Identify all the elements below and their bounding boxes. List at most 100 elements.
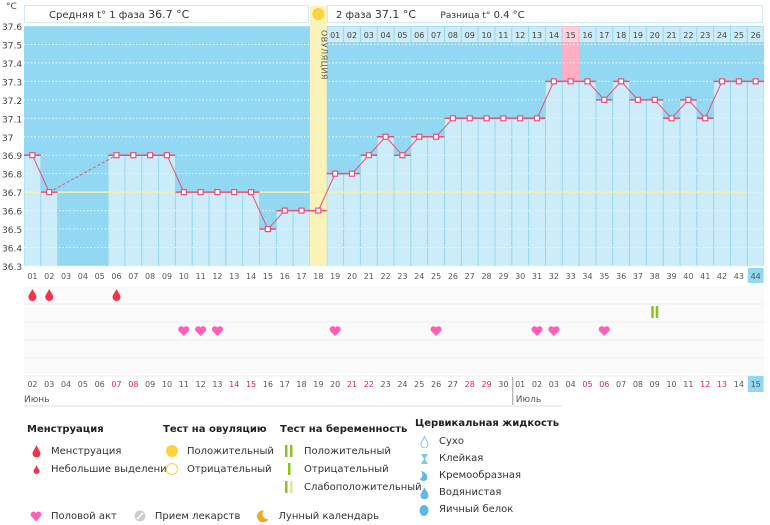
legend-item: Водянистая xyxy=(439,487,502,498)
temperature-line xyxy=(704,81,723,119)
calendar-date: 28 xyxy=(465,380,475,389)
cycle-day-label: 16 xyxy=(280,272,290,281)
y-tick-label: 37 xyxy=(2,134,13,144)
calendar-date: 26 xyxy=(431,380,441,389)
calendar-date: 14 xyxy=(229,380,239,389)
calendar-date: 25 xyxy=(414,380,424,389)
phase2-day-label: 01 xyxy=(330,31,340,40)
temperature-bar xyxy=(680,99,697,266)
cycle-day-label: 15 xyxy=(263,272,273,281)
legend-item: Прием лекарств xyxy=(154,510,241,522)
calendar-date: 12 xyxy=(700,380,710,389)
cycle-day-label: 23 xyxy=(397,272,407,281)
heart-icon xyxy=(27,511,45,522)
cycle-day-label: 18 xyxy=(313,272,323,281)
legend-other: Половой акт Прием лекарств Лунный календ… xyxy=(27,507,379,525)
y-tick-label: 36.8 xyxy=(2,171,22,181)
sticky-icon xyxy=(415,453,433,465)
y-tick-label: 36.6 xyxy=(2,208,22,218)
temperature-point xyxy=(517,115,524,122)
legend-item: Половой акт xyxy=(51,510,117,522)
phase2-day-label: 14 xyxy=(549,31,559,40)
cycle-day-label: 31 xyxy=(532,272,542,281)
temperature-point xyxy=(197,189,204,196)
calendar-date: 10 xyxy=(666,380,676,389)
cycle-day-label: 28 xyxy=(481,272,491,281)
month-label: Июнь xyxy=(24,395,50,405)
cycle-day-label: 11 xyxy=(196,272,206,281)
phase2-day-cell xyxy=(663,27,680,42)
cycle-day-label: 35 xyxy=(599,272,609,281)
temperature-chart: 37.6 37.5 37.4 37.3 37.2 37.1 37 36.9 36.8 36.7 36… xyxy=(2,2,765,407)
calendar-date: 27 xyxy=(448,380,458,389)
calendar-date: 08 xyxy=(128,380,138,389)
legend-item: Менструация xyxy=(51,445,122,457)
calendar-date: 03 xyxy=(549,380,559,389)
phase2-day-label: 22 xyxy=(683,31,693,40)
phase2-day-cell xyxy=(579,27,596,42)
calendar-date: 22 xyxy=(364,380,374,389)
legend-menstruation: Менструация Менструация Небольшие выделе… xyxy=(27,424,173,478)
temperature-point xyxy=(348,170,356,177)
temperature-point xyxy=(264,225,271,233)
sun-outline-icon xyxy=(163,462,181,476)
phase2-day-cell xyxy=(445,27,461,42)
y-tick-label: 37.2 xyxy=(2,97,22,107)
temperature-point xyxy=(281,207,288,214)
cycle-day-label: 02 xyxy=(44,272,54,281)
cycle-day-label: 36 xyxy=(616,272,626,281)
temperature-bar xyxy=(596,99,613,266)
phase2-day-cell xyxy=(529,27,545,42)
cycle-day-label: 24 xyxy=(414,272,424,281)
month-label: Июль xyxy=(516,395,541,405)
calendar-date: 17 xyxy=(280,380,290,389)
legend-title: Тест на беременность xyxy=(280,424,408,435)
legend-title: Тест на овуляцию xyxy=(163,424,267,435)
cycle-day-label: 42 xyxy=(717,272,727,281)
calendar-date: 11 xyxy=(683,380,693,389)
phase2-day-cell xyxy=(495,27,512,42)
temperature-point xyxy=(618,78,625,85)
legend-pregnancy-test: Тест на беременность Положительный Отриц… xyxy=(280,424,422,496)
phase2-day-cell xyxy=(461,27,478,42)
temperature-point xyxy=(298,207,305,214)
temperature-bar xyxy=(714,81,730,266)
y-tick-label: 36.7 xyxy=(2,189,22,199)
temperature-bar xyxy=(360,155,377,266)
phase2-day-label: 26 xyxy=(751,31,761,40)
phase2-day-cell xyxy=(562,27,579,42)
phase2-day-cell xyxy=(646,27,663,42)
diff-label: Разница t° xyxy=(440,11,491,21)
y-tick-label: 37.4 xyxy=(2,60,22,70)
cycle-day-label: 25 xyxy=(431,272,441,281)
cycle-day-label: 14 xyxy=(246,272,256,281)
legend-item: Клейкая xyxy=(439,453,484,464)
phase2-day-label: 07 xyxy=(431,31,441,40)
cycle-day-label: 32 xyxy=(549,272,559,281)
intercourse-heart-icon xyxy=(329,326,341,336)
temperature-point xyxy=(147,152,154,159)
calendar-date: 18 xyxy=(296,380,306,389)
calendar-date: 11 xyxy=(179,380,189,389)
temperature-bar xyxy=(293,210,310,266)
calendar-date: 06 xyxy=(95,380,105,389)
temperature-bar xyxy=(428,136,444,266)
calendar-date: 19 xyxy=(313,380,323,389)
cycle-day-label: 06 xyxy=(111,272,121,281)
phase2-day-label: 08 xyxy=(448,31,458,40)
phase2-day-label: 17 xyxy=(599,31,609,40)
cycle-day-label: 22 xyxy=(381,272,391,281)
temperature-point xyxy=(718,78,726,85)
temperature-point xyxy=(416,133,423,140)
temperature-point xyxy=(432,133,440,140)
phase2-day-label: 02 xyxy=(347,31,357,40)
phase2-day-cell xyxy=(344,27,360,42)
temperature-bar xyxy=(411,136,428,266)
phase2-value: 37.1 °C xyxy=(374,8,417,21)
phase2-day-label: 12 xyxy=(515,31,525,40)
phase2-day-label: 20 xyxy=(650,31,660,40)
temperature-point xyxy=(46,189,53,196)
y-tick-label: 36.9 xyxy=(2,152,22,162)
temperature-point xyxy=(584,78,591,85)
phase2-day-label: 10 xyxy=(481,31,491,40)
